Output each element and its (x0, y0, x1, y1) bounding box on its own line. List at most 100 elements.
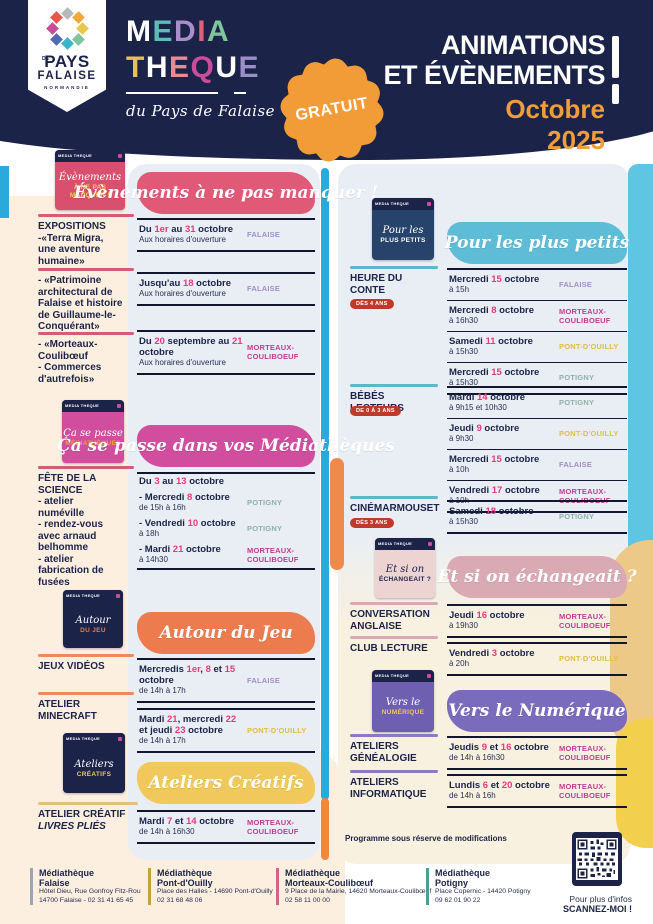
poster-thumbnail: MEDIA THEQUE Vers le NUMÉRIQUE (372, 670, 434, 732)
event-location: MORTEAUX-COULIBOEUF (559, 611, 611, 630)
logo-normandie: NORMANDIE (44, 85, 90, 90)
section-banner-label: Ça se passe dans vos Médiathèques (57, 436, 395, 456)
logo-pays: PAYS (44, 52, 90, 71)
thumb-logo-strip: MEDIA THEQUE (63, 590, 123, 602)
event-datetime: Mardi 21, mercredi 22 et jeudi 23 octobr… (139, 714, 247, 746)
poster-thumbnail: MEDIA THEQUE Et si on ÉCHANGEAIT ? (375, 538, 435, 598)
section-banner: Et si on échangeait ? (437, 556, 637, 598)
thumb-line1: Évènements (58, 172, 122, 183)
event-time: à 15h30 (449, 517, 478, 526)
event-time: à 18h (139, 529, 160, 538)
event-row: Du 3 au 13 octobre (137, 474, 315, 490)
event-date: - Mercredi 8 octobre (139, 492, 230, 503)
thumb-line2: ÉCHANGEAIT ? (378, 576, 432, 583)
event-datetime: Du 3 au 13 octobre (139, 476, 224, 487)
event-date: Mercredi 8 octobre (449, 305, 535, 316)
event-datetime: Du 1er au 31 octobre Aux horaires d'ouver… (139, 224, 233, 245)
event-date: Mercredis 1er, 8 et 15 octobre (139, 664, 236, 686)
brand-letter: I (197, 15, 208, 48)
event-group: Du 3 au 13 octobre - Mercredi 8 octobre de… (137, 472, 315, 570)
event-row: Mercredi 15 octobre à 15h30 POTIGNY (447, 362, 627, 393)
title-line2: ET ÉVÈNEMENTS (383, 60, 605, 90)
sidebar-separator (38, 802, 138, 805)
brand-mediatheque: MEDIA THEQUE du Pays de Falaise (126, 14, 276, 120)
sidebar-item-label: EXPOSITIONS -«Terra Migra, une aventure hum… (38, 221, 106, 267)
event-datetime: Mardi 14 octobre à 9h15 et 10h30 (449, 392, 525, 413)
event-group: Mercredi 15 octobre à 15h FALAISE Mercredi … (447, 268, 627, 395)
section-banner: Autour du Jeu (137, 612, 315, 654)
thumb-line1: Autour (75, 615, 111, 626)
brand-letter: E (152, 15, 175, 48)
sidebar-item-label: HEURE DU CONTE (350, 273, 403, 296)
event-datetime: Mercredi 15 octobre à 15h (449, 274, 539, 295)
sidebar-item-label: - «Morteaux- Coulibœuf - Commerces d'autref… (38, 339, 102, 385)
event-location: POTIGNY (247, 524, 283, 533)
event-date: Jeudis 9 et 16 octobre (449, 742, 549, 753)
event-location: MORTEAUX-COULIBOEUF (559, 306, 611, 325)
event-group: Mardi 14 octobre à 9h15 et 10h30 POTIGNY Je… (447, 386, 627, 513)
thumb-line2: MÉDIATHÈQUES (65, 439, 121, 447)
event-time: à 9h30 (449, 434, 474, 443)
section-banner-label: Évènements à ne pas manquer ! (73, 183, 379, 203)
event-time: Aux horaires d'ouverture (139, 289, 226, 298)
section-banner: Évènements à ne pas manquer ! (74, 172, 378, 214)
sidebar-item-label: CLUB LECTURE (350, 643, 428, 654)
thumb-logo-strip: MEDIA THEQUE (375, 538, 435, 550)
event-group: Samedi 18 octobre à 15h30 POTIGNY (447, 500, 627, 534)
footer-address-line: 02 58 11 00 00 (285, 896, 330, 904)
sidebar-separator (38, 692, 134, 695)
section-banner: Pour les plus petits (444, 222, 630, 264)
event-datetime: Lundis 6 et 20 octobre de 14h à 16h (449, 780, 550, 801)
age-badge: DÈS 3 ANS (350, 517, 394, 528)
event-location: MORTEAUX-COULIBOEUF (559, 781, 611, 800)
sidebar-separator (350, 266, 438, 269)
sidebar-separator (350, 734, 438, 737)
title-accent-bar-small (612, 84, 619, 104)
footer-title: Médiathèque (39, 868, 95, 878)
event-row: Vendredi 3 octobre à 20h PONT-D'OUILLY (447, 644, 627, 674)
event-group: Mercredis 1er, 8 et 15 octobre de 14h à 1… (137, 658, 315, 703)
thumb-line2: PLUS PETITS (380, 237, 426, 244)
event-location: PONT-D'OUILLY (559, 342, 619, 351)
thumb-logo-strip: MEDIA THEQUE (62, 400, 124, 412)
logo-de: DE (42, 56, 49, 62)
event-datetime: Mercredi 15 octobre à 15h30 (449, 367, 539, 388)
event-time: de 14h à 16h30 (449, 753, 505, 762)
title-month: Octobre (505, 94, 605, 124)
poster-thumbnail: MEDIA THEQUE Pour les PLUS PETITS (372, 198, 434, 260)
scan-line2: SCANNEZ-MOI ! (563, 904, 632, 914)
event-datetime: Jeudi 16 octobre à 19h30 (449, 610, 525, 631)
event-row: - Vendredi 10 octobre à 18h POTIGNY (137, 516, 315, 542)
thumb-line2: DU JEU (80, 627, 106, 634)
column-divider (321, 168, 329, 800)
thumb-logo-strip: MEDIA THEQUE (372, 198, 434, 210)
event-row: Mercredi 15 octobre à 10h FALAISE (447, 449, 627, 480)
column-divider-bottom (321, 798, 329, 860)
event-group: Vendredi 3 octobre à 20h PONT-D'OUILLY (447, 642, 627, 676)
footer-address-line: 14700 Falaise - 02 31 41 65 45 (39, 896, 134, 904)
bg-cyan-sliver (0, 166, 9, 218)
brand-letter: Q (190, 51, 216, 84)
sidebar-item-label: ATELIERS GÉNÉALOGIE (350, 741, 417, 764)
event-group: Mardi 21, mercredi 22 et jeudi 23 octobr… (137, 708, 315, 753)
section-banner-label: Pour les plus petits (444, 233, 630, 253)
event-time: à 15h30 (449, 347, 478, 356)
sidebar-separator (350, 636, 438, 639)
event-row: Mercredis 1er, 8 et 15 octobre de 14h à 1… (137, 660, 315, 701)
event-date: Samedi 11 octobre (449, 336, 533, 347)
event-group: Jusqu'au 18 octobre Aux horaires d'ouvert… (137, 272, 315, 306)
event-row: - Mercredi 8 octobre de 15h à 16h POTIGNY (137, 490, 315, 516)
footer-mediatheque-1: Médiathèque Falaise Hôtel Dieu, Rue Gonfro… (30, 868, 151, 905)
event-location: POTIGNY (247, 498, 283, 507)
event-datetime: Mercredi 15 octobre à 10h (449, 454, 539, 475)
qr-pattern-icon (576, 838, 618, 880)
event-location: PONT-D'OUILLY (559, 654, 619, 663)
event-time: Aux horaires d'ouverture (139, 358, 226, 367)
event-time: à 16h30 (449, 316, 478, 325)
event-time: à 10h (449, 465, 470, 474)
poster-thumbnail: MEDIA THEQUE Ça se passe MÉDIATHÈQUES (62, 400, 124, 463)
event-row: Mardi 14 octobre à 9h15 et 10h30 POTIGNY (447, 388, 627, 418)
event-date: Du 3 au 13 octobre (139, 476, 225, 487)
event-row: Du 20 septembre au 21 octobre Aux horaire… (137, 332, 315, 373)
footer-title: Médiathèque (435, 868, 491, 878)
